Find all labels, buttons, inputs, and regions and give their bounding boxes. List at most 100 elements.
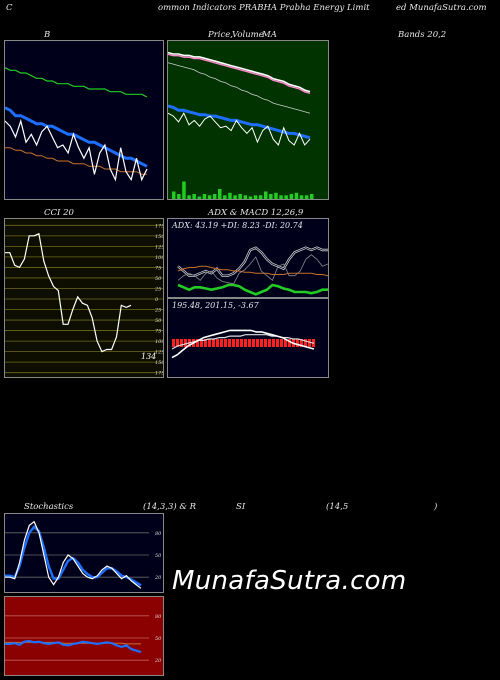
adx-minusdi-inner [177,247,328,277]
watermark: MunafaSutra.com [172,566,407,596]
macd-info: 195.48, 201.15, -3.67 [172,301,259,310]
adx-svg [177,246,328,296]
macd-hist-24 [268,339,271,347]
volume-bar-3 [187,195,191,199]
title-rsi-params: (14,5 [326,502,349,512]
title-bands: Bands 20,2 [398,30,447,40]
volume-bar-18 [264,191,268,199]
middle-band-line [5,106,148,168]
cci-tick-2: 125 [155,244,164,250]
volume-bar-23 [289,194,294,199]
adx-plusdi-line [177,283,328,296]
macd-hist-13 [224,339,227,347]
rsi-tick-1: 50 [155,636,162,642]
stoch-tick-2: 20 [154,575,162,581]
macd-hist-23 [264,339,267,347]
bollinger-svg [5,67,148,182]
cci-tick-14: 175 [155,371,164,377]
title-cci: CCI 20 [44,208,74,218]
ma-short-line [168,104,311,140]
header-left: C [6,3,13,13]
volume-bar-27 [310,194,314,199]
macd-hist-3 [184,339,187,347]
ma-mid-line [168,62,311,114]
cci-tick-1: 150 [155,234,164,240]
macd-hist-31 [296,339,299,347]
title-ma: MA [262,30,277,40]
macd-hist-17 [240,339,243,347]
volume-bar-20 [274,192,278,199]
rsi-svg: 80 50 20 [5,614,162,664]
macd-hist-2 [180,339,183,347]
title-rsi-close: ) [434,502,438,512]
volume-bar-11 [228,192,232,199]
cci-tick-5: 50 [155,276,162,282]
volume-bar-26 [304,195,309,199]
macd-hist-28 [284,339,287,347]
cci-tick-8: 25 [154,308,161,314]
volume-bar-22 [284,195,288,199]
macd-hist-22 [260,339,263,347]
macd-panel: 195.48, 201.15, -3.67 [167,298,329,378]
macd-hist-1 [176,339,179,347]
macd-hist-32 [300,339,303,347]
macd-hist-29 [288,339,291,347]
macd-hist-33 [304,339,307,347]
macd-hist-11 [216,339,219,347]
ma-long-pink-line [168,53,311,94]
adx-line [177,265,328,277]
cci-last-label: 134 [141,352,156,361]
cci-svg: 175 150 125 100 75 50 25 0 25 50 75 100 125 150 175 134 [5,223,164,377]
adx-info: ADX: 43.19 +DI: 8.23 -DI: 20.74 [172,221,303,230]
cci-tick-0: 175 [155,223,164,229]
rsi-tick-2: 20 [154,658,162,664]
volume-bar-19 [269,194,273,199]
volume-bar-21 [279,195,283,199]
macd-hist-9 [208,339,211,347]
cci-tick-13: 150 [155,360,164,366]
volume-bar-12 [233,195,237,199]
rsi-line [5,639,142,654]
cci-tick-12: 125 [155,350,164,356]
volume-bar-25 [299,195,304,199]
price-svg [168,51,314,199]
rsi-panel: 80 50 20 [4,596,164,676]
cci-tick-9: 50 [155,318,162,324]
upper-band-line [5,67,148,98]
price-line [5,118,148,182]
macd-line [171,329,315,359]
title-rsi: SI [236,502,246,512]
volume-bar-4 [192,194,196,199]
volume-bar-8 [212,194,217,199]
macd-hist-25 [272,339,275,347]
volume-bar-24 [294,192,299,199]
cci-tick-6: 25 [154,286,161,292]
macd-hist-6 [196,339,199,347]
macd-hist-20 [252,339,255,347]
title-stoch: Stochastics [24,502,74,512]
stoch-tick-1: 50 [155,553,162,559]
volume-bar-0 [172,191,176,199]
lower-band-line [5,147,147,175]
macd-hist-0 [172,339,175,347]
macd-hist-12 [220,339,223,347]
adx-panel: ADX: 43.19 +DI: 8.23 -DI: 20.74 [167,218,329,298]
volume-bar-6 [202,194,207,199]
macd-hist-10 [212,339,215,347]
macd-hist-14 [228,339,231,347]
price-line [168,112,311,146]
stoch-panel: 80 50 20 [4,513,164,593]
volume-bar-9 [218,189,222,199]
title-stoch-params: (14,3,3) & R [143,502,197,512]
volume-bar-14 [243,195,248,199]
cci-tick-10: 75 [155,329,161,335]
header-site: ed MunafaSutra.com [396,3,487,13]
macd-hist-15 [232,339,235,347]
rsi-tick-0: 80 [155,614,162,620]
stoch-k-line [5,520,142,589]
volume-bar-10 [223,195,227,199]
macd-hist-34 [308,339,311,347]
macd-hist-19 [248,339,251,347]
volume-bar-13 [238,194,242,199]
cci-line [5,232,132,353]
